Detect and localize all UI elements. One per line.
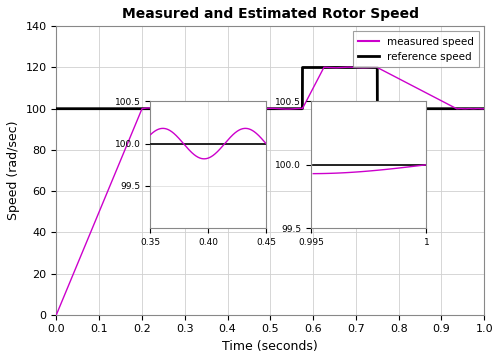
Title: Measured and Estimated Rotor Speed: Measured and Estimated Rotor Speed [122,7,419,21]
X-axis label: Time (seconds): Time (seconds) [222,340,318,353]
Y-axis label: Speed (rad/sec): Speed (rad/sec) [7,121,20,220]
Legend: measured speed, reference speed: measured speed, reference speed [352,31,479,67]
